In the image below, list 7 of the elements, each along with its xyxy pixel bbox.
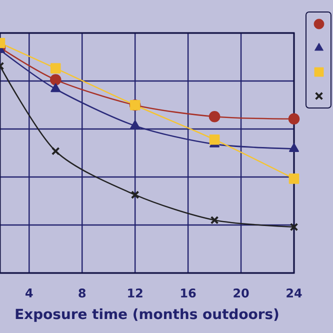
x-tick-label: 4 bbox=[26, 288, 33, 298]
x-axis-title: Exposure time (months outdoors) bbox=[16, 308, 278, 322]
x-tick-label: 16 bbox=[181, 288, 196, 298]
x-tick-label: 24 bbox=[286, 288, 302, 298]
x-tick-label: 20 bbox=[234, 288, 249, 298]
x-tick-label: 8 bbox=[78, 288, 86, 298]
x-tick-label: 12 bbox=[128, 288, 142, 298]
